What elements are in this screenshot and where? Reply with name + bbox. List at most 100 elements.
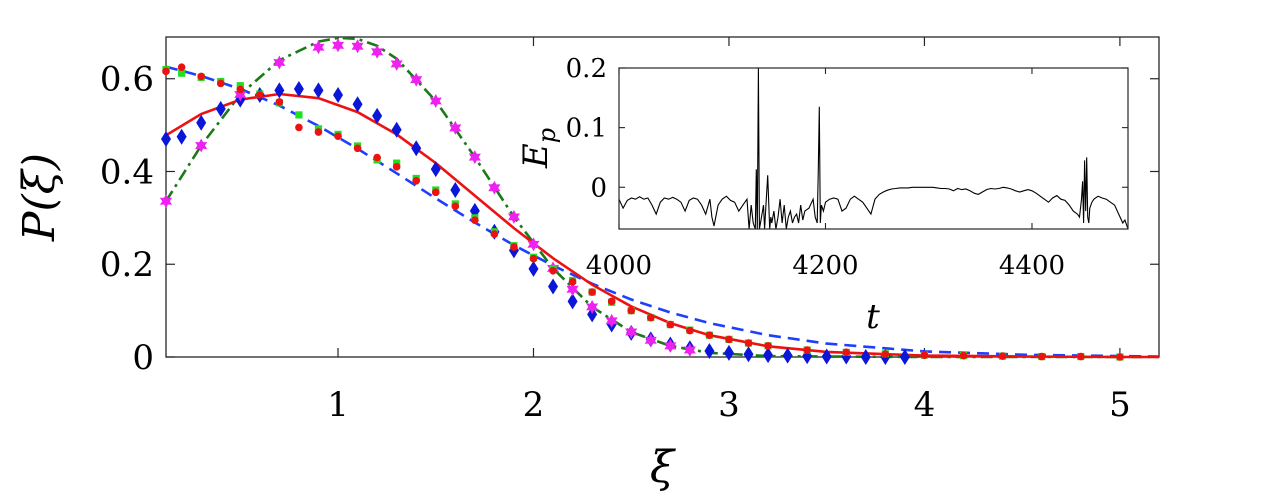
main-y-tick-label: 0.2 [100, 245, 154, 285]
inset-y-axis-label-main: E [516, 143, 556, 169]
data-point [705, 331, 714, 340]
data-point [725, 335, 733, 344]
main-x-tick-label: 3 [718, 385, 740, 425]
data-point [196, 114, 207, 131]
data-point [371, 44, 384, 59]
data-point [625, 325, 638, 339]
inset-plot: 4000 4200 4400 0 0.1 0.2 t Ep [516, 54, 1129, 337]
data-point [450, 182, 461, 199]
main-y-ticks: 0 0.2 0.4 0.6 [100, 60, 1159, 378]
data-point [353, 144, 362, 153]
data-point [468, 150, 481, 165]
data-point [860, 349, 871, 365]
data-point [959, 351, 968, 360]
data-point [821, 348, 832, 365]
data-point [627, 306, 636, 315]
main-x-tick-label: 5 [1109, 385, 1131, 425]
data-point [274, 82, 285, 99]
data-point [314, 128, 323, 136]
data-point [313, 82, 324, 99]
data-point [881, 350, 890, 359]
data-point [334, 132, 342, 141]
data-point [920, 351, 929, 359]
data-point [312, 40, 325, 55]
data-point [275, 98, 284, 106]
data-point [372, 107, 383, 124]
data-point [586, 299, 599, 314]
data-point [490, 230, 499, 238]
data-point [507, 209, 520, 224]
data-point [723, 344, 734, 361]
main-y-tick-label: 0 [132, 338, 154, 378]
data-point [646, 313, 655, 322]
data-point [567, 293, 578, 310]
data-point [568, 278, 577, 286]
data-point [236, 85, 245, 94]
series-circle-marker [162, 63, 1124, 361]
data-point [162, 67, 170, 76]
data-point [510, 243, 518, 251]
inset-x-tick-label: 4200 [792, 251, 858, 281]
data-point [587, 306, 598, 323]
data-point [605, 313, 618, 328]
data-point [411, 140, 422, 157]
data-point [392, 163, 401, 171]
data-point [607, 297, 616, 306]
data-point [412, 176, 421, 185]
inset-x-tick-label: 4000 [586, 251, 652, 281]
data-point [683, 343, 696, 357]
inset-plot-frame [618, 67, 1129, 230]
data-point [373, 153, 381, 162]
data-point [704, 342, 715, 359]
series-dashdot-line [164, 36, 1159, 359]
inset-series-line [618, 67, 1129, 230]
data-point [390, 56, 403, 71]
main-y-tick-label: 0.6 [100, 60, 154, 100]
inset-y-axis-label-sub: p [533, 128, 561, 143]
data-point [743, 346, 754, 363]
main-y-tick-label: 0.4 [100, 152, 154, 192]
main-x-tick-label: 1 [327, 385, 349, 425]
data-point [566, 282, 579, 297]
data-point [177, 63, 186, 71]
data-point [215, 100, 226, 117]
data-point [529, 254, 538, 263]
inset-x-tick-label: 4400 [999, 251, 1065, 281]
inset-plot-background [619, 68, 1128, 229]
data-point [644, 333, 657, 348]
data-point [178, 69, 186, 77]
data-point [548, 278, 559, 295]
data-point [686, 326, 694, 335]
data-point [195, 138, 208, 153]
data-point [664, 338, 677, 353]
data-point [159, 194, 173, 209]
main-y-axis-label: P(ξ) [14, 153, 65, 242]
main-series [159, 36, 1160, 365]
data-point [744, 339, 753, 347]
data-point [351, 39, 364, 54]
data-point [998, 352, 1007, 360]
data-point [352, 96, 363, 113]
data-point [527, 237, 540, 252]
inset-y-tick-label: 0.1 [566, 114, 607, 144]
data-point [549, 266, 557, 275]
data-point [528, 260, 539, 277]
data-point [176, 128, 187, 145]
data-point [431, 188, 440, 197]
inset-x-ticks: 4000 4200 4400 [586, 68, 1065, 281]
data-point [197, 72, 205, 81]
main-x-tick-label: 4 [914, 385, 936, 425]
data-point [429, 94, 442, 108]
inset-y-tick-label: 0 [590, 173, 607, 203]
data-point [488, 180, 501, 195]
series-line [165, 92, 1159, 359]
data-point [293, 80, 304, 97]
data-point [803, 346, 811, 354]
data-point [842, 348, 851, 357]
data-point [332, 38, 345, 53]
data-point [410, 72, 423, 87]
data-point [1077, 352, 1085, 361]
data-point [1037, 352, 1046, 361]
data-point [1116, 353, 1124, 361]
